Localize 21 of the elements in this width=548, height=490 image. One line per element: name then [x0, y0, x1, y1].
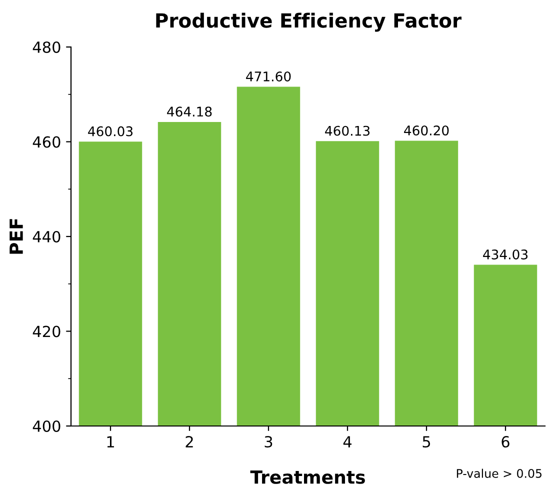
y-tick-label: 460 — [32, 136, 60, 148]
x-tick-label: 4 — [343, 436, 352, 448]
y-tick-label: 440 — [32, 230, 60, 243]
x-tick-label: 3 — [264, 436, 272, 448]
x-tick-label: 2 — [186, 436, 193, 448]
chart-title: Productive Efficiency Factor — [156, 12, 462, 32]
data-label: 471.60 — [246, 71, 291, 82]
y-tick-label: 420 — [32, 326, 60, 338]
x-axis-title: Treatments — [250, 470, 365, 484]
data-label: 460.20 — [404, 125, 449, 136]
data-label: 464.18 — [167, 106, 212, 117]
y-tick-label: 480 — [32, 41, 60, 54]
data-label: 434.03 — [483, 249, 528, 260]
x-tick-label: 1 — [107, 436, 114, 448]
data-label: 460.13 — [325, 126, 370, 136]
y-tick-label: 400 — [32, 420, 60, 432]
x-tick-label: 5 — [422, 436, 430, 448]
x-tick-label: 6 — [502, 436, 510, 448]
data-label: 460.03 — [88, 126, 133, 136]
y-axis-title: PEF — [10, 219, 23, 254]
text: P-value > 0.05 — [456, 468, 542, 478]
